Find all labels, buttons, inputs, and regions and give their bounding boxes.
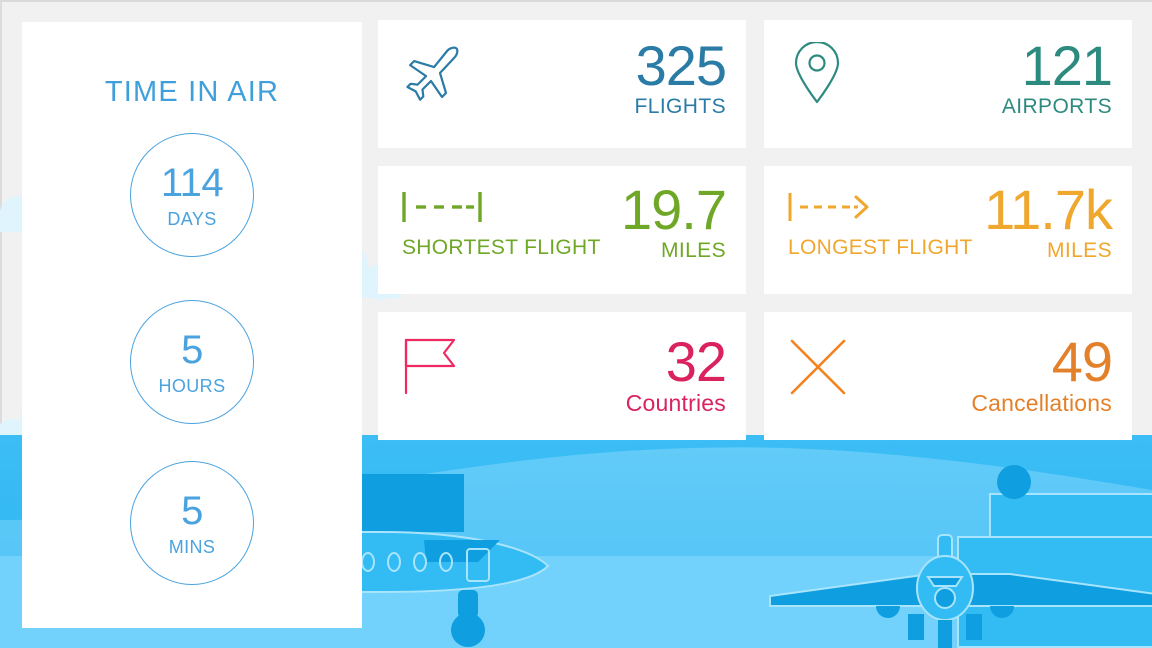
stat-card-longest-flight: 11.7k MILES LONGEST FLIGHT [764, 166, 1132, 294]
dial-mins-unit: MINS [168, 536, 216, 557]
dial-hours-wrap: 5 HOURS [130, 257, 254, 424]
shortest-figures: 19.7 MILES [621, 178, 727, 262]
shortest-caption: SHORTEST FLIGHT [402, 236, 601, 259]
dial-mins-wrap: 5 MINS [130, 424, 254, 585]
time-in-air-panel: TIME IN AIR 114 DAYS 5 HOURS 5 MINS [22, 22, 362, 628]
airports-figures: 121 AIRPORTS [1001, 34, 1113, 118]
cancellations-unit: Cancellations [971, 389, 1112, 416]
stat-card-flights: 325 FLIGHTS [378, 20, 746, 148]
stat-card-cancellations: 49 Cancellations [764, 312, 1132, 440]
dial-days-unit: DAYS [167, 208, 217, 229]
cancellations-value: 49 [1051, 330, 1113, 393]
cancellations-figures: 49 Cancellations [971, 330, 1113, 417]
flights-unit: FLIGHTS [634, 94, 726, 118]
countries-unit: Countries [625, 389, 726, 416]
long-arrow-icon [788, 190, 870, 229]
countries-value: 32 [665, 330, 727, 393]
airports-value: 121 [1021, 34, 1113, 97]
short-dash-icon [402, 190, 482, 229]
dial-mins-value: 5 [181, 488, 203, 533]
map-pin-icon [788, 40, 846, 109]
countries-figures: 32 Countries [625, 330, 727, 417]
flag-icon [402, 336, 464, 401]
stat-card-shortest-flight: 19.7 MILES SHORTEST FLIGHT [378, 166, 746, 294]
dial-hours: 5 HOURS [130, 300, 254, 424]
dial-hours-value: 5 [181, 327, 203, 372]
longest-caption: LONGEST FLIGHT [788, 236, 973, 259]
shortest-value: 19.7 [621, 178, 727, 241]
page-title: TIME IN AIR [104, 76, 280, 108]
longest-unit: MILES [1046, 238, 1112, 262]
dial-days-wrap: 114 DAYS [130, 109, 254, 257]
airplane-icon [402, 42, 464, 109]
airliner-front-view [769, 465, 1152, 648]
dial-days: 114 DAYS [130, 133, 254, 257]
longest-value: 11.7k [984, 178, 1113, 241]
flights-figures: 325 FLIGHTS [634, 34, 727, 118]
stat-card-countries: 32 Countries [378, 312, 746, 440]
flights-value: 325 [635, 34, 727, 97]
dial-hours-unit: HOURS [158, 375, 226, 396]
longest-figures: 11.7k MILES [984, 178, 1113, 262]
dial-days-value: 114 [160, 160, 224, 205]
dial-mins: 5 MINS [130, 461, 254, 585]
airports-unit: AIRPORTS [1001, 94, 1112, 118]
stat-card-airports: 121 AIRPORTS [764, 20, 1132, 148]
shortest-unit: MILES [660, 238, 726, 262]
x-cross-icon [788, 338, 848, 401]
